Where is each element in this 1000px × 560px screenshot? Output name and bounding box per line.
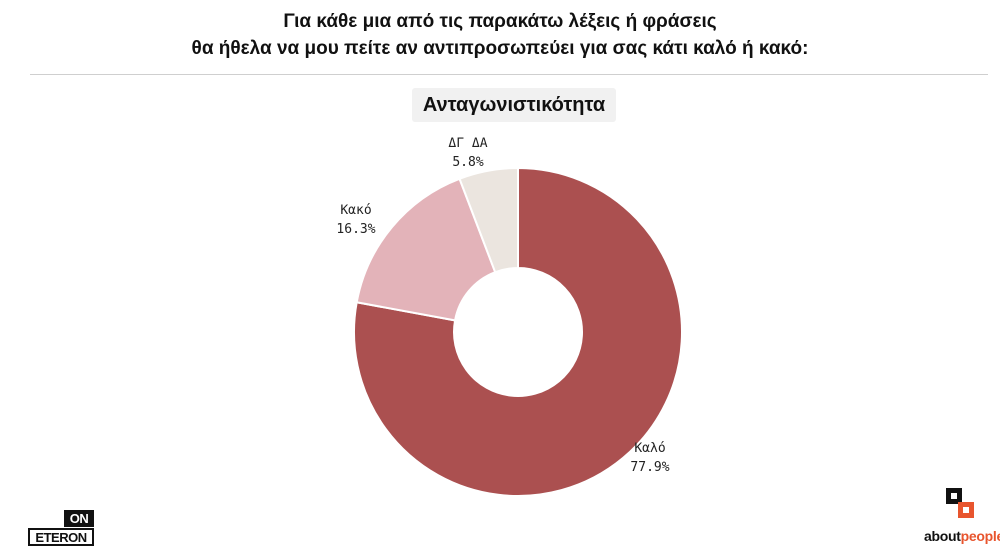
chart-title-text: Ανταγωνιστικότητα <box>422 93 606 116</box>
logo-square-orange-icon <box>958 502 974 518</box>
chart-header: Για κάθε μια από τις παρακάτω λέξεις ή φ… <box>0 8 1000 62</box>
slice-label-value: 16.3% <box>336 222 375 237</box>
logo-eteron-text: ETERON <box>28 528 94 546</box>
slice-kalo <box>353 166 683 497</box>
slice-label-value: 77.9% <box>630 460 669 475</box>
slice-dg-da <box>458 166 519 274</box>
slice-label-name: Καλό <box>634 441 665 456</box>
logo-square-dark-icon <box>946 488 962 504</box>
slice-label-value: 5.8% <box>452 155 483 170</box>
slice-label-name: ΔΓ ΔΑ <box>448 136 487 151</box>
slice-kako <box>355 177 497 322</box>
on-eteron-logo: ON ETERON <box>28 510 98 546</box>
logo-about-text: about <box>924 528 961 544</box>
logo-on-text: ON <box>64 510 94 527</box>
aboutpeople-logo: aboutpeople <box>900 484 1000 548</box>
logo-aboutpeople-text: aboutpeople <box>924 528 1000 544</box>
chart-title: Ανταγωνιστικότητα <box>412 88 616 122</box>
header-divider <box>30 74 988 75</box>
header-line-1: Για κάθε μια από τις παρακάτω λέξεις ή φ… <box>283 11 717 32</box>
logo-people-text: people <box>960 528 1000 544</box>
slice-label-name: Κακό <box>340 203 371 218</box>
header-line-2: θα ήθελα να μου πείτε αν αντιπροσωπεύει … <box>191 38 809 59</box>
